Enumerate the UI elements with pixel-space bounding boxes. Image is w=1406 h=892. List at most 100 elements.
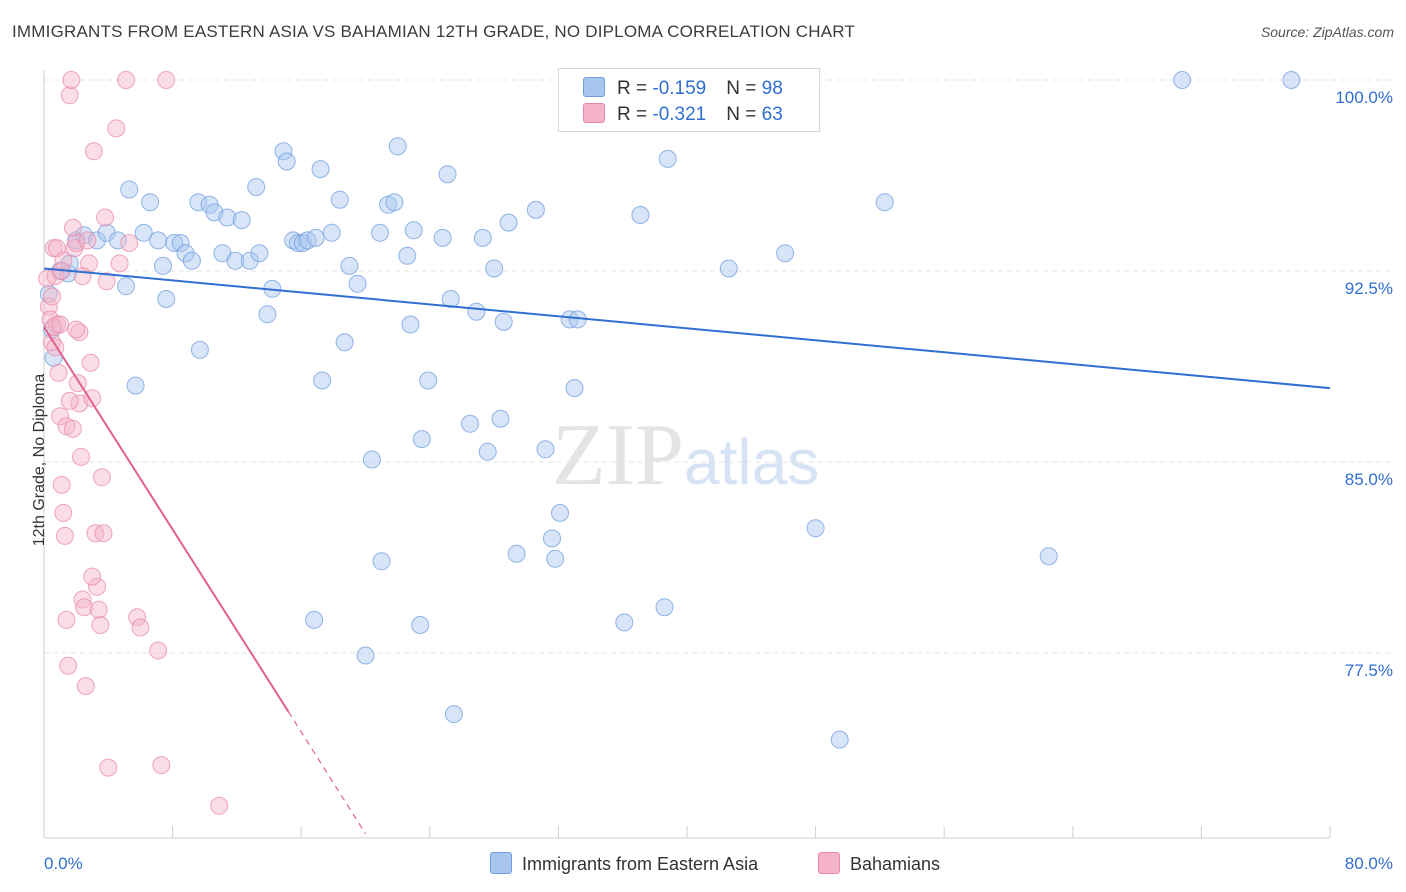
data-point-eastern-asia <box>258 305 277 324</box>
data-point-eastern-asia <box>631 206 650 224</box>
data-point-eastern-asia <box>1282 71 1301 89</box>
data-point-bahamians <box>91 616 110 634</box>
data-point-bahamians <box>84 142 103 161</box>
data-point-bahamians <box>73 590 92 609</box>
data-point-eastern-asia <box>232 211 251 230</box>
data-point-eastern-asia <box>388 137 407 156</box>
data-point-eastern-asia <box>467 302 486 321</box>
legend-r-value: -0.321 <box>652 104 707 125</box>
data-point-bahamians <box>70 323 89 342</box>
data-point-eastern-asia <box>141 193 160 212</box>
data-point-bahamians <box>89 600 108 619</box>
data-point-eastern-asia <box>117 277 135 296</box>
data-point-eastern-asia <box>419 371 438 390</box>
trend-line-bahamians-extension <box>287 711 367 835</box>
data-point-eastern-asia <box>546 549 565 568</box>
trend-lines <box>43 267 1331 835</box>
tick-labels: 100.0% 92.5% 85.0% 77.5% 0.0% 80.0% <box>44 88 1393 873</box>
data-point-eastern-asia <box>551 503 569 522</box>
data-point-eastern-asia <box>134 223 153 242</box>
data-point-eastern-asia <box>494 312 513 331</box>
legend-swatch-blue <box>583 77 605 97</box>
legend-swatch-pink <box>583 103 605 123</box>
data-point-eastern-asia <box>398 246 417 265</box>
bottom-legend-label: Immigrants from Eastern Asia <box>522 854 759 874</box>
data-point-eastern-asia <box>362 450 381 469</box>
data-point-eastern-asia <box>176 244 195 263</box>
gridlines <box>44 79 1395 654</box>
data-point-eastern-asia <box>247 178 266 196</box>
data-point-bahamians <box>75 598 94 617</box>
data-point-eastern-asia <box>565 379 584 398</box>
data-point-bahamians <box>99 758 118 777</box>
data-point-bahamians <box>83 567 102 586</box>
legend-row-bahamians: R = -0.321 N = 63 <box>583 103 783 127</box>
data-point-bahamians <box>149 641 168 660</box>
data-point-eastern-asia <box>277 152 296 171</box>
data-point-bahamians <box>57 610 76 629</box>
data-point-eastern-asia <box>658 149 677 168</box>
data-point-bahamians <box>97 272 116 291</box>
watermark-zip: ZIP <box>552 407 684 504</box>
data-point-eastern-asia <box>372 552 391 571</box>
data-point-eastern-asia <box>526 200 545 219</box>
data-point-eastern-asia <box>171 234 190 252</box>
data-point-eastern-asia <box>478 442 497 461</box>
data-point-eastern-asia <box>154 256 172 275</box>
data-point-bahamians <box>67 234 86 252</box>
data-point-eastern-asia <box>499 213 518 232</box>
data-point-eastern-asia <box>126 376 145 395</box>
data-point-eastern-asia <box>473 228 492 247</box>
data-point-eastern-asia <box>404 221 423 240</box>
data-point-eastern-asia <box>340 256 359 275</box>
data-point-eastern-asia <box>120 180 139 199</box>
data-point-eastern-asia <box>412 430 431 449</box>
data-point-eastern-asia <box>322 223 341 242</box>
data-point-bahamians <box>110 254 129 273</box>
data-point-bahamians <box>67 320 86 339</box>
y-tick-label: 85.0% <box>1345 470 1393 489</box>
watermark-atlas: atlas <box>684 426 820 498</box>
data-point-eastern-asia <box>371 223 389 242</box>
correlation-legend: R = -0.159 N = 98 R = -0.321 N = 63 <box>558 68 820 132</box>
trend-line-bahamians <box>43 326 290 713</box>
data-point-eastern-asia <box>88 231 106 250</box>
legend-r-value: -0.159 <box>652 78 707 99</box>
data-point-eastern-asia <box>438 165 457 184</box>
data-point-bahamians <box>60 86 79 105</box>
data-point-eastern-asia <box>719 259 738 278</box>
data-point-eastern-asia <box>507 544 526 563</box>
data-point-eastern-asia <box>149 231 168 250</box>
data-point-bahamians <box>78 231 97 250</box>
data-point-eastern-asia <box>313 371 332 390</box>
data-point-eastern-asia <box>461 414 479 433</box>
y-axis-label: 12th Grade, No Diploma <box>31 373 48 547</box>
data-point-bahamians <box>49 363 68 382</box>
bottom-legend-bahamians: Bahamians <box>818 852 940 875</box>
bottom-legend-swatch-pink <box>818 852 840 874</box>
axes <box>43 70 1331 839</box>
data-point-eastern-asia <box>875 193 894 212</box>
data-point-eastern-asia <box>190 340 209 359</box>
data-point-bahamians <box>52 475 71 494</box>
data-point-eastern-asia <box>226 251 245 270</box>
data-point-bahamians <box>131 618 150 637</box>
y-tick-label: 100.0% <box>1335 88 1393 107</box>
data-point-bahamians <box>55 526 74 545</box>
data-point-eastern-asia <box>485 259 504 278</box>
data-point-bahamians <box>81 353 100 372</box>
data-point-eastern-asia <box>305 610 324 629</box>
data-point-eastern-asia <box>348 274 367 293</box>
data-point-eastern-asia <box>39 284 58 303</box>
data-point-eastern-asia <box>776 244 795 263</box>
x-tick-label: 0.0% <box>44 854 83 873</box>
data-point-eastern-asia <box>806 519 825 538</box>
watermark: ZIPatlas <box>552 405 819 506</box>
data-point-eastern-asia <box>411 616 430 634</box>
data-point-bahamians <box>128 608 147 627</box>
data-point-bahamians <box>157 71 176 89</box>
data-point-eastern-asia <box>250 244 269 263</box>
legend-r-label: R = <box>617 104 653 125</box>
data-point-eastern-asia <box>830 730 849 749</box>
